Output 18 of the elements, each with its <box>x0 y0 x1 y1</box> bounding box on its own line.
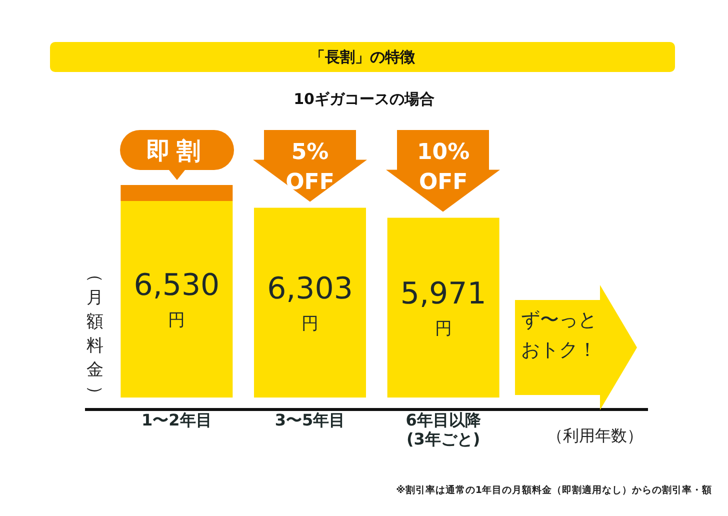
annotation: 5% OFF <box>284 139 336 197</box>
text: 即割 <box>146 136 208 167</box>
annotation: 10% OFF <box>416 139 471 197</box>
bar <box>387 218 500 398</box>
data-label: 5,971円 <box>400 276 486 340</box>
y-axis-title: （月額料金） <box>84 264 106 404</box>
bar <box>120 185 233 201</box>
x-tick-label: 3〜5年目 <box>274 410 346 430</box>
bar <box>254 208 366 398</box>
data-label: 6,303円 <box>267 271 353 334</box>
x-tick-label: 1〜2年目 <box>142 410 212 430</box>
chart-subtitle: 10ギガコースの場合 <box>292 90 436 109</box>
x-axis-title: （利用年数） <box>546 426 644 447</box>
bar <box>120 200 233 398</box>
text: ず〜っとおトク！ <box>521 308 598 363</box>
x-tick-label: 6年目以降 (3年ごと) <box>406 410 482 449</box>
text: ※割引率は通常の1年目の月額料金（即割適用なし）からの割引率・額 <box>396 484 712 497</box>
data-label: 6,530円 <box>134 268 220 331</box>
